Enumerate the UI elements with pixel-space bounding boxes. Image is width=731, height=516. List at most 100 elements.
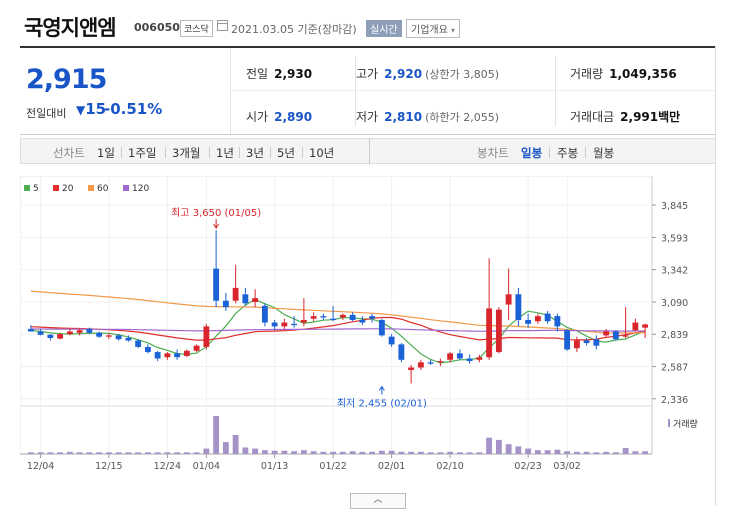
- candle-body: [456, 353, 463, 359]
- volume-bar: [593, 452, 600, 454]
- candle-body: [183, 350, 190, 356]
- candle-body: [408, 367, 415, 371]
- candle-body: [261, 305, 268, 323]
- volume-bar: [144, 452, 151, 454]
- period-1d[interactable]: 1일: [97, 146, 115, 160]
- volume-bar: [115, 452, 122, 454]
- divider: [355, 56, 356, 126]
- candle-body: [544, 313, 551, 322]
- candle-body: [154, 352, 161, 359]
- period-5y[interactable]: 5년: [277, 146, 295, 160]
- y-tick-label: 3,593: [661, 233, 688, 244]
- period-1w[interactable]: 1주일: [128, 146, 157, 160]
- volume-bar: [330, 451, 337, 454]
- candle-body: [573, 340, 580, 349]
- candle-body: [193, 345, 200, 351]
- x-tick-label: 01/04: [193, 461, 220, 472]
- volume-bar: [437, 452, 444, 454]
- volume-bar: [505, 444, 512, 454]
- period-10y[interactable]: 10년: [309, 146, 335, 160]
- candle-weekly[interactable]: 주봉: [557, 146, 579, 160]
- price-summary: 2,915 전일대비 ▼15 -0.51% 전일 2,930 고가 2,920 (상한…: [20, 46, 716, 135]
- market-badge: 코스닥: [180, 20, 213, 37]
- candle-body: [66, 331, 73, 335]
- candle-body: [447, 353, 454, 360]
- period-3y[interactable]: 3년: [246, 146, 264, 160]
- candle-body: [76, 330, 83, 333]
- volume-bar: [271, 450, 278, 454]
- line-chart-label: 선차트: [53, 146, 85, 160]
- volume-bar: [232, 435, 239, 454]
- open-price: 시가 2,890: [246, 110, 313, 124]
- candle-body: [612, 331, 619, 340]
- volume-bar: [486, 437, 493, 454]
- legend-swatch-20: [53, 185, 59, 191]
- x-tick-label: 12/15: [95, 461, 122, 472]
- ma20-line: [30, 316, 646, 341]
- candle-body: [593, 339, 600, 346]
- volume: 거래량 1,049,356: [570, 67, 677, 81]
- stock-header: 국영지앤엠 006050 코스닥 2021.03.05 기준(장마감) 실시간 …: [0, 0, 731, 46]
- volume-bar: [242, 447, 249, 454]
- candle-daily[interactable]: 일봉: [521, 146, 543, 160]
- volume-bar: [105, 452, 112, 454]
- candle-body: [525, 319, 532, 324]
- candle-body: [252, 298, 259, 302]
- legend-label-20: 20: [62, 184, 74, 194]
- price-chart[interactable]: 5 20 60 120 3,845 3,593 3,342 3,090 2,839 2,587 2,…: [20, 176, 716, 506]
- low-annotation: 최저 2,455 (02/01): [337, 398, 427, 410]
- volume-bar: [359, 451, 366, 454]
- volume-bar: [154, 452, 161, 454]
- candle-body: [174, 353, 181, 358]
- chevron-down-icon: ▾: [451, 26, 456, 35]
- volume-bar: [261, 450, 268, 454]
- period-1y[interactable]: 1년: [216, 146, 234, 160]
- candle-body: [37, 331, 44, 335]
- volume-bar: [398, 451, 405, 454]
- period-3m[interactable]: 3개월: [172, 146, 201, 160]
- candle-body: [310, 316, 317, 319]
- volume-bar: [96, 452, 103, 454]
- candle-monthly[interactable]: 월봉: [593, 146, 615, 160]
- x-tick-label: 02/01: [378, 461, 405, 472]
- legend-swatch-5: [24, 185, 30, 191]
- volume-bar: [27, 452, 34, 454]
- candle-body: [330, 318, 337, 320]
- x-tick-label: 02/10: [436, 461, 463, 472]
- candle-body: [27, 328, 34, 332]
- candle-body: [115, 335, 122, 340]
- volume-bar: [213, 416, 220, 454]
- company-info-dropdown[interactable]: 기업개요 ▾: [406, 19, 461, 38]
- candle-body: [135, 340, 142, 347]
- y-tick-label: 3,090: [661, 298, 688, 309]
- candle-body: [349, 314, 356, 320]
- volume-bar: [125, 452, 132, 454]
- low-arrow-icon: [378, 385, 385, 395]
- candle-body: [378, 319, 385, 336]
- volume-bar: [339, 451, 346, 454]
- legend-label-60: 60: [97, 184, 109, 194]
- trade-amount: 거래대금 2,991백만: [570, 110, 681, 124]
- change-amount: 15: [85, 100, 107, 118]
- candle-chart-label: 봉차트: [477, 146, 509, 160]
- day-low: 저가 2,810 (하한가 2,055): [356, 110, 499, 124]
- candle-body: [47, 334, 54, 338]
- volume-bar: [564, 451, 571, 454]
- scroll-up-button[interactable]: ︿: [350, 493, 406, 509]
- candle-body: [339, 314, 346, 318]
- volume-legend-swatch: [668, 419, 670, 427]
- ma5-line: [30, 298, 646, 364]
- candle-body: [476, 357, 483, 360]
- volume-bar: [573, 451, 580, 454]
- volume-bar: [525, 448, 532, 454]
- candle-body: [359, 319, 366, 323]
- volume-bar: [183, 452, 190, 454]
- volume-bar: [252, 448, 259, 454]
- volume-bar: [135, 452, 142, 454]
- realtime-button[interactable]: 실시간: [366, 20, 402, 37]
- candle-body: [96, 332, 103, 337]
- volume-bar: [164, 452, 171, 454]
- day-high: 고가 2,920 (상한가 3,805): [356, 67, 499, 81]
- candle-body: [603, 331, 610, 336]
- volume-bar: [193, 452, 200, 454]
